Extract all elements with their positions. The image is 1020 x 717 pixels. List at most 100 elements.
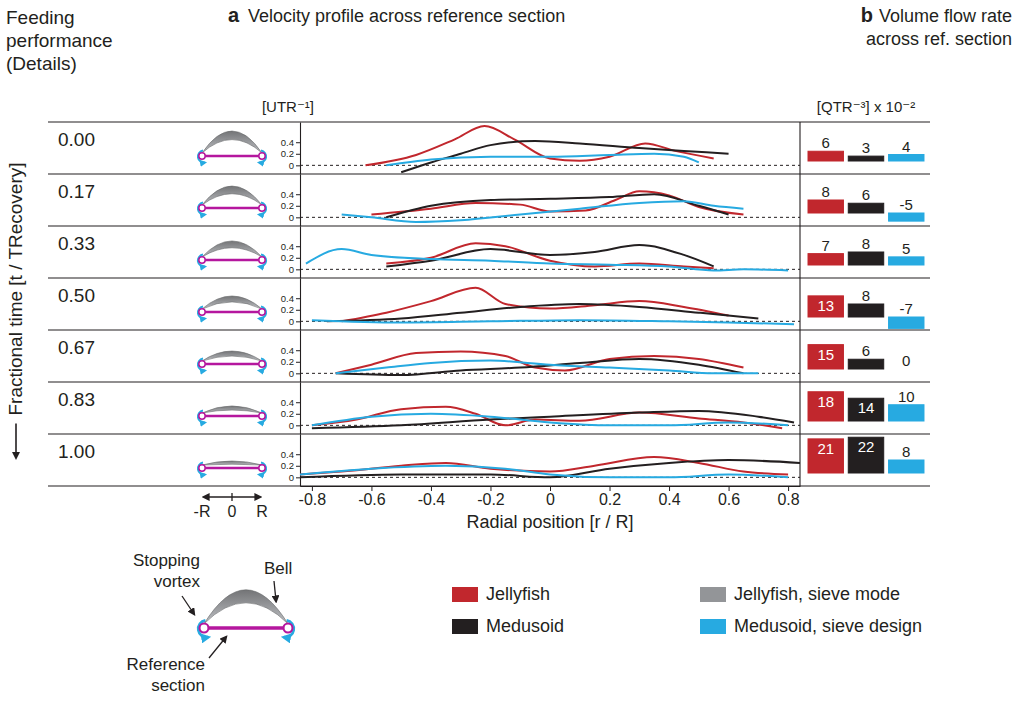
title-line: Volume flow rate (879, 6, 1012, 26)
heading-line: Feeding (6, 7, 75, 28)
tick-label: 0 (289, 316, 294, 327)
pointer (209, 637, 226, 658)
section-end (199, 309, 205, 315)
data-label: 8 (822, 183, 830, 200)
plot-lines (300, 457, 800, 477)
tick-label: 0.2 (281, 304, 294, 315)
label-line: Reference (127, 655, 205, 674)
y-axis: 00.20.4 (281, 175, 301, 227)
legend-label: Jellyfish, sieve mode (734, 584, 900, 604)
velocity-line (300, 466, 788, 478)
row-separator (48, 277, 930, 278)
tick-label: 0 (546, 491, 555, 508)
bar (848, 156, 883, 161)
tick-label: 0.4 (281, 397, 294, 408)
tick: 0 (289, 420, 300, 431)
bell (202, 186, 262, 205)
reference-section (202, 415, 262, 417)
tick-label: 0.2 (281, 460, 294, 471)
tick: 0.4 (281, 397, 300, 408)
data-label: 6 (862, 186, 870, 203)
bell (202, 406, 262, 413)
axis-line (300, 175, 301, 227)
plot-lines (306, 243, 788, 270)
tick-label: -0.8 (299, 491, 327, 508)
bar (889, 317, 924, 328)
y-unit: [QTR⁻³] x 10⁻² (817, 98, 915, 115)
data-label: 7 (822, 237, 830, 254)
reference-section (202, 155, 262, 157)
row-separator (48, 225, 930, 226)
tick: -0.8 (299, 486, 327, 508)
tick-label: 0.4 (281, 189, 294, 200)
time-label: 0.67 (58, 337, 95, 358)
data-label: 0 (902, 352, 910, 369)
tick-mark (729, 486, 730, 491)
tick: 0.2 (281, 460, 300, 471)
data-label: 13 (817, 297, 834, 314)
panel-divider (799, 122, 800, 486)
tick: 0 (289, 316, 300, 327)
section-end (259, 361, 265, 367)
legend-label: Medusoid (486, 616, 564, 636)
plot-lines (336, 351, 759, 375)
y-axis: 00.20.4 (281, 383, 301, 435)
tick-mark (296, 142, 300, 143)
tick: 0.2 (281, 304, 300, 315)
tick-label: 0 (289, 472, 294, 483)
tick-mark (296, 258, 300, 259)
label-line: section (151, 676, 205, 695)
velocity-line (312, 411, 794, 428)
axis-line (300, 383, 301, 435)
bar (848, 203, 883, 213)
bar (848, 304, 883, 317)
tick-label: -0.2 (477, 491, 505, 508)
legend: JellyfishJellyfish, sieve modeMedusoidMe… (452, 584, 922, 636)
tick-label: 0.2 (281, 408, 294, 419)
data-label: 5 (902, 240, 910, 257)
tick-label: 0.4 (281, 449, 294, 460)
data-label: 14 (858, 399, 875, 416)
tick: -0.6 (358, 486, 386, 508)
legend-swatch (452, 619, 478, 634)
section-end (199, 361, 205, 367)
heading-line: performance (6, 30, 113, 51)
velocity-line (327, 304, 759, 321)
x-axis: -0.8-0.6-0.4-0.200.20.40.60.8 (299, 486, 801, 508)
time-label: 1.00 (58, 441, 95, 462)
section-end (199, 413, 205, 419)
legend-swatch (452, 587, 478, 602)
row-separator (48, 485, 930, 486)
row-icon (198, 186, 266, 215)
velocity-line (300, 460, 800, 477)
bar (889, 257, 924, 265)
tick: 0.4 (281, 241, 300, 252)
tick: -0.4 (418, 486, 446, 508)
tick: 0 (289, 264, 300, 275)
tick-label: 0.4 (658, 491, 680, 508)
data-label: 4 (902, 138, 910, 155)
stopping-vortex (259, 255, 266, 267)
axis-line (300, 331, 301, 383)
tick-label: 0.8 (777, 491, 799, 508)
tick-label: 0 (289, 212, 294, 223)
row-icon (198, 241, 266, 267)
data-label: -5 (900, 196, 913, 213)
panel-title: Velocity profile across reference sectio… (248, 6, 565, 26)
reference-section (204, 626, 288, 629)
tick-label: 0 (289, 264, 294, 275)
row-separator (48, 433, 930, 434)
tick-label: 0 (289, 368, 294, 379)
bar (808, 296, 843, 317)
bar (808, 345, 843, 369)
tick-mark (296, 362, 300, 363)
velocity-line (306, 249, 788, 270)
legend-label: Jellyfish (486, 584, 550, 604)
row-icon (198, 461, 266, 475)
bar (848, 398, 883, 421)
heading-line: (Details) (6, 53, 77, 74)
row-icon (198, 296, 266, 319)
section-end (259, 465, 265, 471)
bar (808, 392, 843, 421)
section-end (199, 257, 205, 263)
